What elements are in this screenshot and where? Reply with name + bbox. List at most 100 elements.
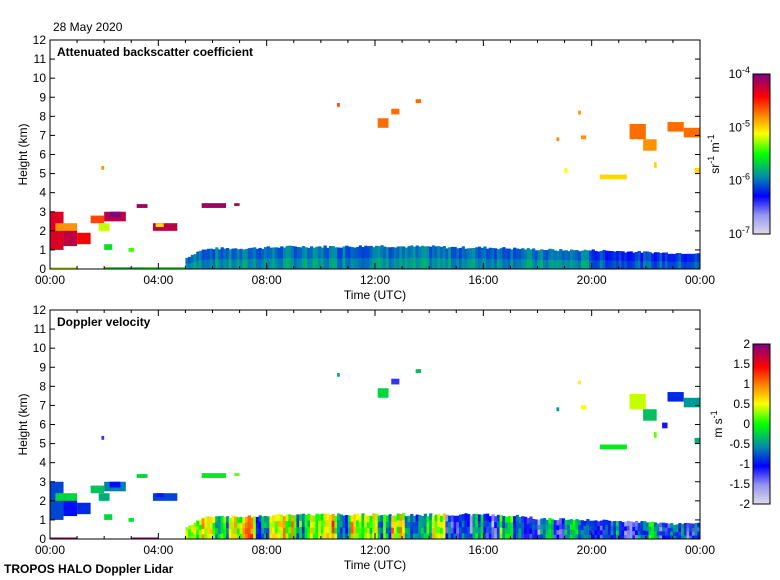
boundary-layer-cell bbox=[594, 534, 598, 540]
boundary-layer-cell bbox=[507, 521, 511, 529]
boundary-layer-cell bbox=[599, 520, 603, 526]
boundary-layer-cell bbox=[253, 533, 257, 540]
boundary-layer-cell bbox=[632, 252, 636, 262]
boundary-layer-cell bbox=[412, 515, 417, 523]
boundary-layer-cell bbox=[496, 526, 501, 534]
boundary-layer-cell bbox=[540, 528, 544, 535]
colorbar-swatch bbox=[753, 232, 770, 234]
boundary-layer-cell bbox=[605, 529, 609, 535]
data-cell bbox=[653, 162, 657, 168]
colorbar-swatch bbox=[753, 226, 770, 228]
boundary-layer-cell bbox=[190, 254, 195, 263]
colorbar-swatch bbox=[753, 144, 770, 146]
boundary-layer-cell bbox=[545, 250, 549, 261]
boundary-layer-cell bbox=[670, 261, 674, 270]
boundary-layer-cell bbox=[664, 527, 668, 532]
boundary-layer-cell bbox=[423, 532, 427, 540]
data-cell bbox=[155, 223, 164, 228]
colorbar-swatch bbox=[753, 442, 770, 444]
colorbar-swatch bbox=[753, 204, 770, 206]
boundary-layer-cell bbox=[445, 514, 449, 522]
boundary-layer-cell bbox=[242, 533, 246, 540]
boundary-layer-cell bbox=[542, 528, 547, 535]
colorbar-swatch bbox=[753, 360, 770, 362]
colorbar-swatch bbox=[753, 376, 770, 378]
colorbar-swatch bbox=[753, 201, 770, 203]
colorbar-swatch bbox=[753, 76, 770, 78]
boundary-layer-cell bbox=[234, 533, 238, 540]
colorbar-swatch bbox=[753, 185, 770, 187]
colorbar-swatch bbox=[753, 474, 770, 476]
boundary-layer-cell bbox=[407, 257, 411, 270]
boundary-layer-cell bbox=[396, 246, 400, 259]
colorbar-swatch bbox=[753, 77, 770, 79]
colorbar-swatch bbox=[753, 111, 770, 113]
boundary-layer-cell bbox=[299, 514, 303, 521]
boundary-layer-cell bbox=[616, 250, 620, 261]
boundary-layer-cell bbox=[691, 261, 696, 270]
boundary-layer-cell bbox=[624, 534, 628, 540]
boundary-layer-cell bbox=[380, 515, 384, 522]
boundary-layer-cell bbox=[548, 248, 552, 260]
boundary-layer-cell bbox=[361, 513, 365, 521]
boundary-layer-cell bbox=[190, 528, 195, 533]
boundary-layer-cell bbox=[380, 245, 384, 258]
boundary-layer-cell bbox=[651, 521, 655, 527]
colorbar-swatch bbox=[753, 227, 770, 229]
boundary-layer-cell bbox=[353, 514, 357, 521]
colorbar-swatch bbox=[753, 354, 770, 356]
boundary-layer-cell bbox=[402, 257, 406, 270]
boundary-layer-cell bbox=[529, 527, 533, 534]
boundary-layer-cell bbox=[467, 532, 471, 540]
colorbar-swatch bbox=[753, 215, 770, 217]
boundary-layer-cell bbox=[345, 521, 349, 528]
boundary-layer-cell bbox=[429, 519, 433, 527]
boundary-layer-cell bbox=[366, 246, 371, 259]
boundary-layer-cell bbox=[307, 526, 311, 534]
boundary-layer-cell bbox=[236, 528, 241, 535]
boundary-layer-cell bbox=[477, 514, 482, 522]
y-tick-label: 6 bbox=[39, 148, 46, 162]
boundary-layer-cell bbox=[475, 258, 479, 270]
boundary-layer-cell bbox=[637, 522, 641, 528]
boundary-layer-cell bbox=[198, 250, 203, 261]
boundary-layer-cell bbox=[545, 519, 549, 526]
boundary-layer-cell bbox=[653, 526, 658, 532]
boundary-layer-cell bbox=[383, 520, 387, 528]
boundary-layer-cell bbox=[431, 527, 436, 534]
boundary-layer-cell bbox=[583, 525, 587, 531]
boundary-layer-cell bbox=[250, 522, 254, 529]
x-tick-label: 12:00 bbox=[360, 543, 390, 557]
boundary-layer-cell bbox=[242, 259, 246, 270]
boundary-layer-cell bbox=[274, 514, 278, 522]
colorbar-swatch bbox=[753, 400, 770, 402]
colorbar-swatch bbox=[753, 184, 770, 186]
colorbar-swatch bbox=[753, 385, 770, 387]
y-tick-label: 0 bbox=[39, 532, 46, 546]
x-tick-label: 12:00 bbox=[360, 273, 390, 287]
boundary-layer-cell bbox=[602, 534, 606, 540]
boundary-layer-cell bbox=[258, 247, 262, 259]
boundary-layer-cell bbox=[277, 513, 281, 521]
boundary-layer-cell bbox=[255, 258, 260, 270]
colorbar-swatch bbox=[753, 81, 770, 83]
boundary-layer-cell bbox=[586, 519, 590, 525]
boundary-layer-cell bbox=[261, 516, 265, 523]
colorbar-swatch bbox=[753, 219, 770, 221]
boundary-layer-cell bbox=[494, 248, 498, 260]
boundary-layer-cell bbox=[653, 534, 658, 540]
colorbar-swatch bbox=[753, 137, 770, 139]
panel-title: Doppler velocity bbox=[57, 315, 151, 329]
boundary-layer-cell bbox=[396, 526, 400, 534]
boundary-layer-cell bbox=[437, 520, 441, 527]
boundary-layer-cell bbox=[529, 259, 533, 270]
boundary-layer-cell bbox=[245, 527, 249, 534]
boundary-layer-cell bbox=[296, 526, 300, 534]
data-cell bbox=[580, 135, 587, 140]
boundary-layer-cell bbox=[375, 519, 379, 527]
boundary-layer-cell bbox=[231, 248, 235, 260]
boundary-layer-cell bbox=[250, 533, 254, 540]
boundary-layer-cell bbox=[683, 526, 687, 532]
boundary-layer-cell bbox=[453, 527, 457, 534]
